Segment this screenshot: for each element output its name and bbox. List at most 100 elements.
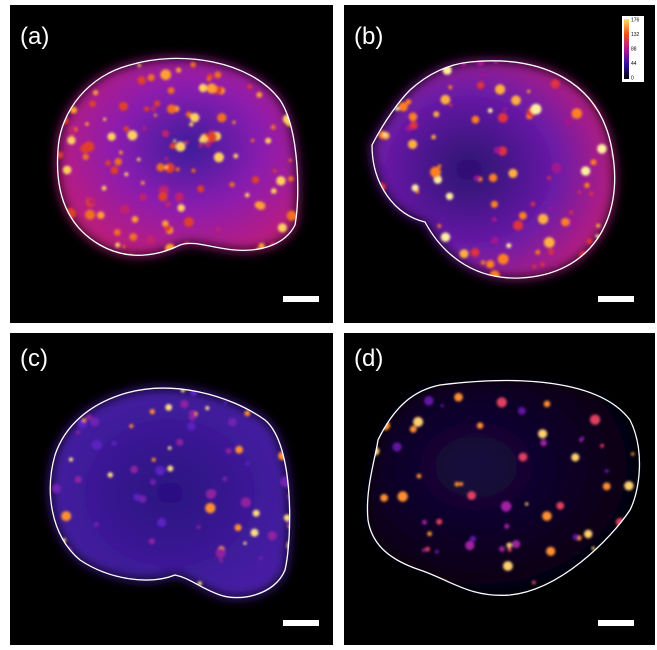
spot (380, 494, 388, 502)
spot (416, 473, 422, 479)
scale-bar (598, 620, 634, 626)
spot (600, 443, 604, 448)
spot (256, 91, 263, 98)
spot (156, 163, 165, 172)
spot (196, 525, 201, 529)
spot (208, 489, 217, 498)
spot (217, 113, 227, 123)
spot (508, 168, 518, 178)
spot (411, 184, 419, 192)
spot (123, 126, 130, 132)
spot (449, 103, 453, 107)
spot (222, 476, 228, 482)
spot (277, 223, 287, 233)
spot (488, 173, 498, 182)
spot (602, 482, 611, 491)
spot (504, 523, 510, 529)
spot (162, 220, 169, 227)
spot (572, 534, 579, 540)
spot (205, 502, 216, 514)
spot (131, 216, 139, 223)
spot (250, 138, 255, 143)
spot (537, 213, 549, 225)
spot (107, 472, 114, 478)
spot (554, 263, 558, 267)
spot (189, 122, 194, 127)
spot (184, 140, 189, 145)
scale-bar (283, 296, 319, 302)
spot (286, 210, 297, 221)
spot (204, 133, 209, 137)
spot (265, 137, 272, 144)
spot (164, 156, 169, 161)
spot (129, 424, 134, 429)
spot (101, 185, 107, 191)
spot (540, 439, 547, 447)
spot (493, 146, 501, 154)
spot (469, 535, 477, 543)
spot (167, 87, 175, 94)
spot (589, 414, 601, 425)
spot (500, 501, 512, 512)
spot (115, 242, 121, 248)
spot (580, 166, 591, 176)
spot (149, 409, 155, 415)
spot (167, 465, 174, 472)
spot (584, 182, 590, 188)
spot (531, 580, 536, 585)
spot (119, 150, 123, 155)
scale-bar (598, 296, 634, 302)
spot (553, 93, 558, 98)
spot (205, 406, 210, 411)
spot (144, 106, 149, 112)
spot (256, 201, 265, 210)
spot (270, 124, 276, 130)
spot (118, 101, 128, 111)
spot (139, 193, 147, 201)
spot (454, 481, 460, 487)
spot (503, 561, 513, 571)
scale-bar (283, 620, 319, 626)
spot (527, 89, 531, 93)
spot (232, 120, 236, 124)
spot (631, 452, 635, 456)
colorbar-tick-label: 88 (631, 46, 637, 52)
spot (538, 429, 548, 439)
spot (395, 106, 400, 111)
spot (252, 509, 260, 517)
spot (427, 531, 432, 537)
spot (103, 117, 107, 121)
spot (187, 421, 196, 431)
spot (476, 81, 485, 90)
spot (481, 72, 486, 77)
spot (140, 181, 145, 185)
spot (546, 546, 556, 556)
spot (532, 264, 537, 269)
spot (530, 103, 542, 115)
spot (107, 132, 116, 141)
spot (405, 99, 412, 105)
spot (288, 176, 294, 182)
spot (382, 132, 387, 137)
spot (138, 495, 147, 503)
spot (270, 188, 277, 194)
spot (62, 165, 72, 175)
spot (175, 141, 186, 152)
spot (589, 191, 594, 196)
spot (465, 540, 475, 551)
spot (584, 529, 593, 539)
spot (69, 125, 76, 132)
spot (160, 69, 172, 81)
spot (591, 546, 595, 550)
spot (89, 100, 96, 107)
spot (499, 546, 505, 552)
spot (556, 501, 565, 510)
spot (519, 211, 527, 220)
spot (551, 162, 562, 174)
spot (530, 201, 536, 207)
spot (153, 113, 157, 117)
spot (197, 185, 205, 193)
spot (191, 168, 196, 173)
spot (480, 260, 486, 265)
